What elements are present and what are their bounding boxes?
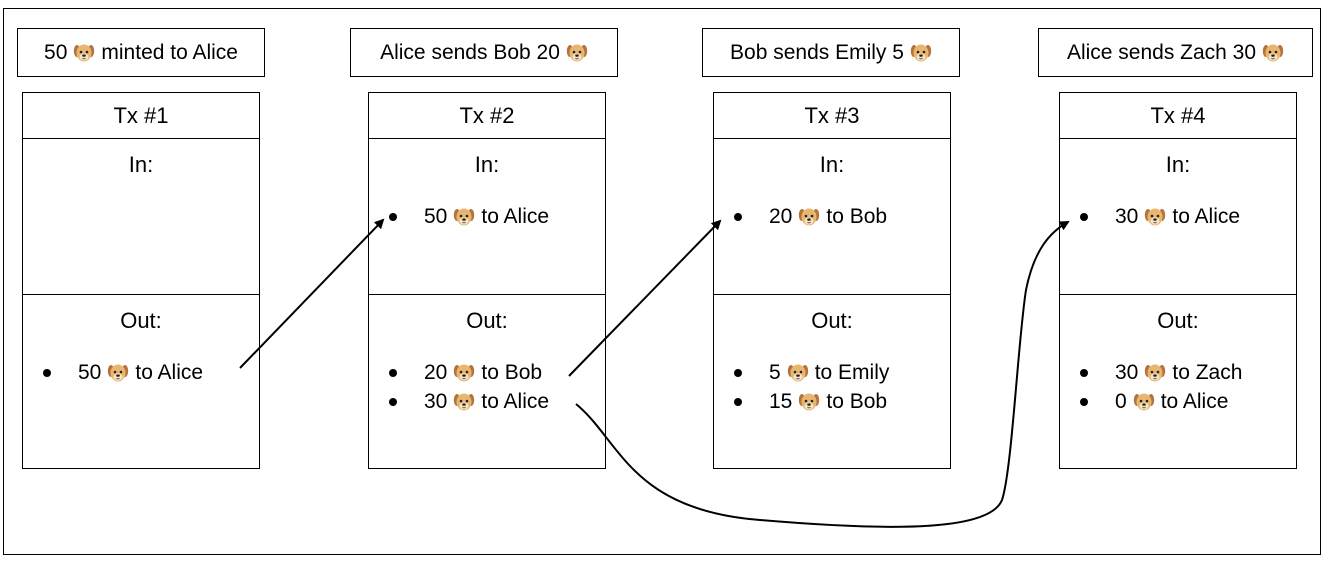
out-label: Out: xyxy=(466,308,508,333)
tx-box-4: Tx #4 In: 30 to Alice Out: 30 to Zach 0 … xyxy=(1059,92,1297,469)
output-item: 30 to Zach xyxy=(1080,361,1242,385)
input-item: 50 to Alice xyxy=(389,205,549,229)
output-amount: 50 xyxy=(78,361,102,384)
dog-face-icon xyxy=(453,207,475,227)
bullet xyxy=(734,213,742,221)
bullet xyxy=(43,369,51,377)
bullet xyxy=(389,369,397,377)
dog-face-icon xyxy=(1144,363,1166,383)
input-recipient: to Alice xyxy=(1172,205,1241,228)
output-item: 30 to Alice xyxy=(389,390,549,414)
in-label: In: xyxy=(128,152,154,177)
dog-face-icon xyxy=(73,43,95,63)
tx-title: Tx #2 xyxy=(369,93,605,139)
tx-inputs: In: 50 to Alice xyxy=(369,139,605,295)
bullet xyxy=(734,398,742,406)
caption-text-suffix: minted to Alice xyxy=(101,40,238,64)
output-amount: 20 xyxy=(424,361,448,384)
input-item: 20 to Bob xyxy=(734,205,887,229)
bullet xyxy=(1080,369,1088,377)
output-item: 15 to Bob xyxy=(734,390,887,414)
dog-face-icon xyxy=(453,392,475,412)
out-label: Out: xyxy=(120,308,162,333)
dog-face-icon xyxy=(910,43,932,63)
output-recipient: to Emily xyxy=(814,361,890,384)
caption-tx1: 50 minted to Alice xyxy=(17,28,265,77)
output-amount: 30 xyxy=(1115,361,1139,384)
out-label: Out: xyxy=(1157,308,1199,333)
caption-text: Alice sends Bob 20 xyxy=(380,40,560,64)
tx-outputs: Out: 20 to Bob 30 to Alice xyxy=(369,295,605,470)
caption-text: Alice sends Zach 30 xyxy=(1066,40,1257,64)
dog-face-icon xyxy=(798,207,820,227)
dog-face-icon xyxy=(1133,392,1155,412)
input-item: 30 to Alice xyxy=(1080,205,1240,229)
caption-text: Bob sends Emily 5 xyxy=(730,40,904,64)
output-recipient: to Bob xyxy=(826,390,888,413)
dog-face-icon xyxy=(566,43,588,63)
input-recipient: to Alice xyxy=(481,205,550,228)
output-recipient: to Alice xyxy=(481,390,550,413)
output-recipient: to Alice xyxy=(1160,390,1229,413)
output-item: 20 to Bob xyxy=(389,361,542,385)
tx-outputs: Out: 5 to Emily 15 to Bob xyxy=(714,295,950,470)
dog-face-icon xyxy=(453,363,475,383)
output-recipient: to Bob xyxy=(481,361,543,384)
output-recipient: to Alice xyxy=(135,361,204,384)
output-amount: 0 xyxy=(1115,390,1127,413)
tx-inputs: In: 30 to Alice xyxy=(1060,139,1296,295)
dog-face-icon xyxy=(107,363,129,383)
output-item: 5 to Emily xyxy=(734,361,889,385)
in-label: In: xyxy=(474,152,500,177)
output-amount: 15 xyxy=(769,390,793,413)
output-amount: 30 xyxy=(424,390,448,413)
output-item: 0 to Alice xyxy=(1080,390,1228,414)
tx-box-2: Tx #2 In: 50 to Alice Out: 20 to Bob 30 … xyxy=(368,92,606,469)
tx-outputs: Out: 30 to Zach 0 to Alice xyxy=(1060,295,1296,470)
bullet xyxy=(1080,398,1088,406)
out-label: Out: xyxy=(811,308,853,333)
tx-box-1: Tx #1 In: Out: 50 to Alice xyxy=(22,92,260,469)
tx-box-3: Tx #3 In: 20 to Bob Out: 5 to Emily 15 t… xyxy=(713,92,951,469)
tx-inputs: In: xyxy=(23,139,259,295)
in-label: In: xyxy=(1165,152,1191,177)
output-recipient: to Zach xyxy=(1172,361,1243,384)
input-recipient: to Bob xyxy=(826,205,888,228)
tx-inputs: In: 20 to Bob xyxy=(714,139,950,295)
caption-tx3: Bob sends Emily 5 xyxy=(702,28,960,77)
caption-tx4: Alice sends Zach 30 xyxy=(1038,28,1313,77)
dog-face-icon xyxy=(1144,207,1166,227)
tx-title: Tx #1 xyxy=(23,93,259,139)
bullet xyxy=(1080,213,1088,221)
input-amount: 50 xyxy=(424,205,448,228)
tx-outputs: Out: 50 to Alice xyxy=(23,295,259,470)
caption-tx2: Alice sends Bob 20 xyxy=(350,28,618,77)
dog-face-icon xyxy=(1262,43,1284,63)
dog-face-icon xyxy=(787,363,809,383)
dog-face-icon xyxy=(798,392,820,412)
caption-text: 50 xyxy=(44,40,68,64)
tx-title: Tx #4 xyxy=(1060,93,1296,139)
diagram-frame xyxy=(3,8,1321,555)
input-amount: 30 xyxy=(1115,205,1139,228)
bullet xyxy=(389,398,397,406)
output-amount: 5 xyxy=(769,361,781,384)
bullet xyxy=(389,213,397,221)
input-amount: 20 xyxy=(769,205,793,228)
in-label: In: xyxy=(819,152,845,177)
tx-title: Tx #3 xyxy=(714,93,950,139)
output-item: 50 to Alice xyxy=(43,361,203,385)
bullet xyxy=(734,369,742,377)
